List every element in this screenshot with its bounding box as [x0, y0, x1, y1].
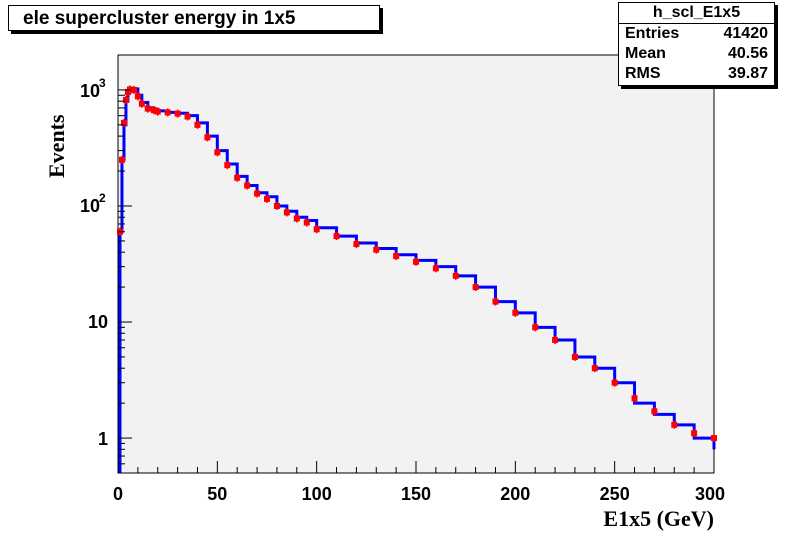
svg-text:3: 3	[99, 76, 106, 90]
red-marker	[164, 109, 171, 116]
stats-entries-label: Entries	[625, 25, 680, 42]
red-marker	[154, 108, 161, 115]
svg-text:10: 10	[80, 81, 100, 101]
red-marker	[532, 324, 539, 331]
x-tick-label: 150	[401, 484, 431, 504]
red-marker	[631, 395, 638, 402]
red-marker	[671, 421, 678, 428]
chart-title: ele supercluster energy in 1x5	[8, 5, 380, 31]
x-axis-title: E1x5 (GeV)	[603, 506, 714, 531]
red-marker	[472, 284, 479, 291]
x-tick-label: 50	[207, 484, 227, 504]
red-marker	[138, 100, 145, 107]
red-marker	[283, 209, 290, 216]
red-marker	[244, 182, 251, 189]
red-marker	[126, 86, 133, 93]
red-marker	[393, 253, 400, 260]
red-marker	[150, 107, 157, 114]
y-axis-title: Events	[44, 114, 69, 178]
red-marker	[512, 309, 519, 316]
stats-mean-label: Mean	[625, 45, 666, 62]
stats-entries-value: 41420	[723, 25, 769, 42]
x-tick-label: 200	[500, 484, 530, 504]
stats-rms-label: RMS	[625, 65, 661, 82]
red-marker	[144, 105, 151, 112]
red-marker	[214, 149, 221, 156]
red-marker	[552, 336, 559, 343]
red-markers	[116, 85, 717, 443]
axes	[117, 54, 715, 474]
red-marker	[492, 298, 499, 305]
stats-rms-value: 39.87	[727, 65, 768, 82]
red-marker	[118, 156, 125, 163]
red-marker	[313, 226, 320, 233]
red-marker	[254, 190, 261, 197]
red-marker	[184, 113, 191, 120]
red-marker	[134, 93, 141, 100]
red-marker	[711, 435, 717, 442]
stats-box: h_scl_E1x5 Entries 41420 Mean 40.56 RMS …	[618, 2, 775, 86]
red-marker	[611, 379, 618, 386]
red-marker	[571, 353, 578, 360]
blue-histogram	[118, 87, 716, 473]
y-tick-label: 1	[98, 429, 108, 449]
red-marker	[691, 430, 698, 437]
red-marker	[194, 121, 201, 128]
red-marker	[413, 258, 419, 265]
red-marker	[452, 272, 459, 279]
blue-histogram-line	[118, 87, 716, 473]
x-tick-label: 0	[113, 484, 123, 504]
red-marker	[234, 174, 241, 181]
red-marker	[273, 202, 280, 209]
y-tick-label-1000: 10 3	[80, 76, 106, 101]
x-tick-label: 300	[695, 484, 725, 504]
red-marker	[264, 195, 270, 202]
red-marker	[432, 265, 439, 272]
stats-mean-value: 40.56	[727, 45, 768, 62]
y-tick-label: 10	[88, 312, 108, 332]
red-marker	[303, 219, 310, 226]
red-marker	[591, 365, 598, 372]
red-marker	[122, 96, 129, 103]
stats-mean-row: Mean 40.56	[619, 44, 774, 64]
y-tick-label-100: 10 2	[80, 191, 106, 216]
x-tick-label: 250	[600, 484, 630, 504]
red-marker	[293, 215, 300, 222]
red-marker	[333, 233, 340, 240]
stats-histogram-name: h_scl_E1x5	[619, 3, 774, 24]
red-marker	[651, 408, 658, 415]
svg-text:2: 2	[99, 191, 106, 205]
stats-rms-row: RMS 39.87	[619, 64, 774, 84]
x-tick-label: 100	[302, 484, 332, 504]
red-marker	[353, 241, 360, 248]
red-marker	[373, 246, 380, 253]
red-marker	[174, 110, 181, 117]
stats-entries-row: Entries 41420	[619, 24, 774, 44]
red-marker	[120, 119, 127, 126]
red-marker	[130, 86, 137, 93]
svg-text:10: 10	[80, 196, 100, 216]
red-marker	[204, 134, 211, 141]
red-marker	[224, 162, 231, 169]
